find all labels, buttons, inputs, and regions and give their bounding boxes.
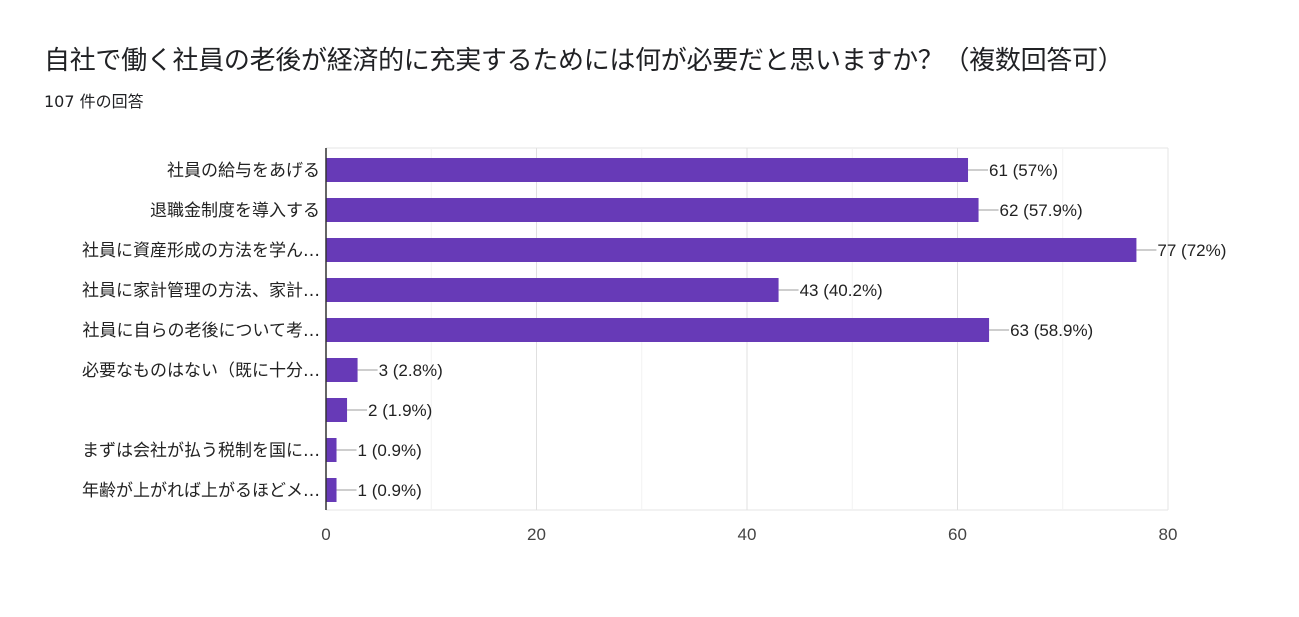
bar	[326, 438, 337, 462]
bar	[326, 398, 348, 422]
bar-value-label: 43 (40.2%)	[800, 281, 883, 300]
bar-value-label: 62 (57.9%)	[1000, 201, 1083, 220]
bar-value-label: 1 (0.9%)	[358, 441, 422, 460]
bar	[326, 358, 358, 382]
bar-value-label: 2 (1.9%)	[368, 401, 432, 420]
category-label: 退職金制度を導入する	[150, 201, 320, 221]
category-label: 社員に自らの老後について考…	[83, 321, 321, 341]
x-tick-label: 80	[1159, 525, 1178, 544]
bar	[326, 318, 990, 342]
bar-value-label: 77 (72%)	[1157, 241, 1226, 260]
bar	[326, 238, 1137, 262]
category-label: 年齢が上がれば上がるほどメ…	[82, 481, 320, 501]
bar	[326, 478, 337, 502]
bar	[326, 278, 779, 302]
x-tick-label: 40	[738, 525, 757, 544]
category-label: 必要なものはない（既に十分…	[82, 361, 320, 381]
bar	[326, 198, 979, 222]
chart-title: 自社で働く社員の老後が経済的に充実するためには何が必要だと思いますか？（複数回答…	[44, 46, 1124, 76]
bar-value-label: 1 (0.9%)	[358, 481, 422, 500]
x-tick-label: 20	[527, 525, 546, 544]
x-tick-label: 60	[948, 525, 967, 544]
category-label: 社員に家計管理の方法、家計…	[82, 281, 320, 301]
response-count: 107 件の回答	[44, 92, 144, 111]
bar-value-label: 3 (2.8%)	[379, 361, 443, 380]
bar-value-label: 61 (57%)	[989, 161, 1058, 180]
bar	[326, 158, 969, 182]
bar-value-label: 63 (58.9%)	[1010, 321, 1093, 340]
x-tick-label: 0	[321, 525, 330, 544]
category-label: まずは会社が払う税制を国に…	[82, 441, 320, 461]
category-label: 社員に資産形成の方法を学ん…	[82, 241, 320, 261]
category-label: 社員の給与をあげる	[167, 161, 320, 181]
